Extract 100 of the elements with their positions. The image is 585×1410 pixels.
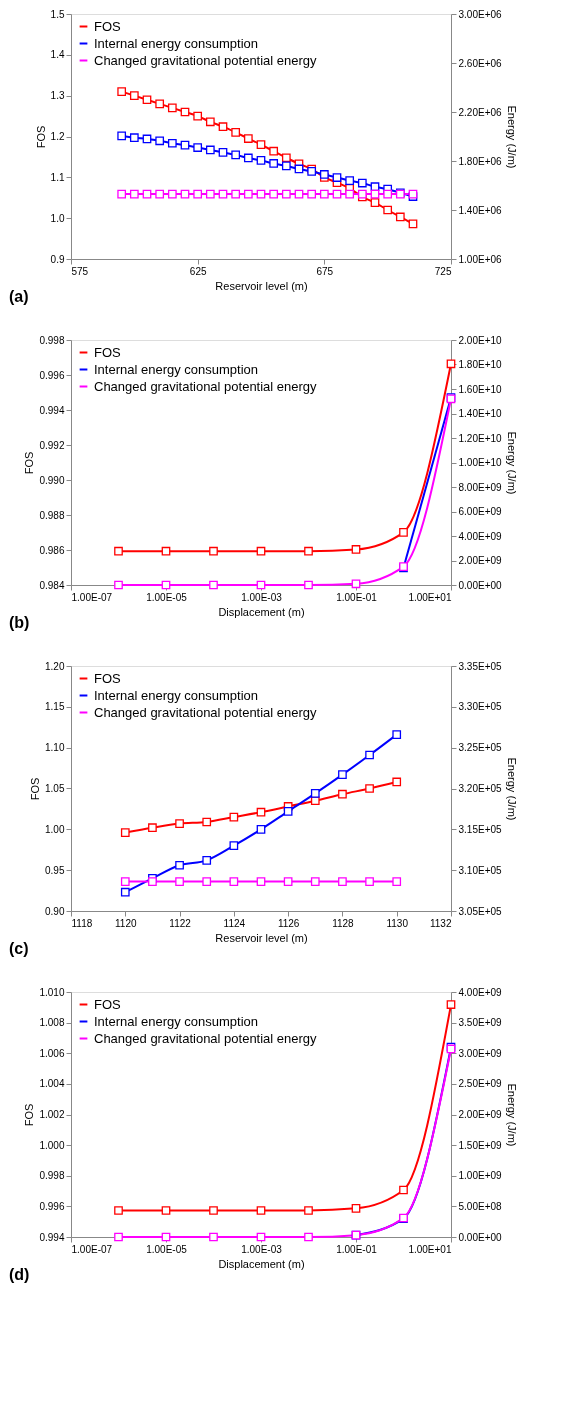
y-tick-label: 0.996	[39, 1200, 65, 1212]
y2-tick-label: 1.00E+10	[458, 457, 503, 468]
y-tick-label: 0.994	[39, 404, 65, 416]
text: (a)	[9, 288, 29, 305]
legend-label: FOS	[94, 344, 122, 360]
y2-tick-label: 3.25E+05	[458, 742, 503, 754]
y2-tick-label: 3.10E+05	[458, 864, 503, 876]
y-tick-label: 0.986	[39, 544, 65, 556]
y-tick-label: 0.988	[39, 509, 65, 521]
x-tick-label: 1.00E-03	[241, 1243, 283, 1255]
y2-tick-label: 2.60E+06	[458, 57, 503, 69]
y2-axis-title: Energy (J/m)	[505, 105, 518, 169]
y2-tick-label: 3.50E+09	[458, 1017, 503, 1029]
y2-tick-label: 2.00E+10	[458, 334, 503, 346]
y-tick-label: 1.00	[45, 823, 65, 835]
y2-tick-label: 1.20E+10	[458, 432, 503, 444]
y2-tick-label: 2.00E+09	[458, 555, 503, 566]
x-tick-label: 1124	[223, 917, 246, 929]
legend-label: FOS	[94, 670, 122, 686]
y2-tick-label: 1.60E+10	[458, 383, 503, 395]
x-axis-title: Displacement (m)	[218, 1257, 305, 1270]
y2-tick-label: 3.20E+05	[458, 783, 503, 794]
y2-tick-label: 1.00E+06	[458, 253, 503, 265]
y-tick-label: 1.20	[45, 660, 65, 672]
x-tick-label: 1.00E-05	[146, 1243, 188, 1255]
x-tick-label: 1.00E-01	[336, 1243, 378, 1255]
y-tick-label: 0.992	[39, 439, 65, 451]
y-tick-label: 0.996	[39, 369, 65, 381]
legend-label: Internal energy consumption	[94, 361, 259, 377]
x-tick-label: 1130	[386, 917, 409, 929]
x-tick-label: 1132	[429, 917, 452, 929]
legend-label: Changed gravitational potential energy	[94, 1030, 318, 1046]
y2-axis-title: Energy (J/m)	[505, 1083, 518, 1147]
y-tick-label: 1.2	[50, 131, 65, 142]
y2-tick-label: 1.00E+09	[458, 1170, 503, 1182]
y2-tick-label: 8.00E+09	[458, 481, 503, 493]
text: (d)	[9, 1266, 30, 1283]
y-tick-label: 0.994	[39, 1231, 65, 1243]
y2-tick-label: 1.50E+09	[458, 1139, 503, 1151]
y-axis-title: FOS	[23, 451, 36, 475]
y-tick-label: 1.008	[39, 1017, 65, 1029]
y2-tick-label: 5.00E+08	[458, 1200, 503, 1212]
y-tick-label: 1.0	[50, 212, 65, 224]
y-tick-label: 0.998	[39, 1170, 65, 1182]
x-tick-label: 1.00E-01	[336, 591, 378, 603]
y2-tick-label: 3.15E+05	[458, 823, 503, 835]
legend-label: Internal energy consumption	[94, 1013, 259, 1029]
text: (b)	[9, 614, 30, 631]
x-tick-label: 1.00E-05	[146, 591, 188, 603]
y2-tick-label: 1.40E+10	[458, 408, 503, 419]
text: (c)	[9, 940, 29, 957]
y-axis-title: FOS	[34, 125, 47, 149]
y-tick-label: 1.006	[39, 1047, 65, 1059]
y2-tick-label: 1.40E+06	[458, 204, 503, 216]
x-tick-label: 1118	[71, 917, 93, 929]
x-axis-title: Displacement (m)	[218, 605, 305, 618]
y2-tick-label: 2.00E+09	[458, 1109, 503, 1120]
y-tick-label: 1.000	[39, 1139, 65, 1151]
y-tick-label: 1.4	[50, 49, 65, 61]
y2-axis-title: Energy (J/m)	[505, 757, 518, 821]
y-tick-label: 0.998	[39, 334, 65, 346]
y-tick-label: 0.984	[39, 579, 65, 591]
x-tick-label: 1122	[169, 917, 192, 929]
y-tick-label: 1.05	[45, 783, 65, 794]
legend-label: Internal energy consumption	[94, 35, 259, 51]
legend-label: FOS	[94, 996, 122, 1012]
y-tick-label: 1.10	[45, 742, 65, 754]
y2-tick-label: 3.05E+05	[458, 905, 503, 917]
x-axis-title: Reservoir level (m)	[215, 931, 308, 944]
x-tick-label: 675	[316, 265, 334, 277]
x-axis-title: Reservoir level (m)	[215, 279, 308, 292]
legend-label: Changed gravitational potential energy	[94, 704, 318, 720]
x-tick-label: 725	[434, 265, 452, 277]
legend-label: Internal energy consumption	[94, 687, 259, 703]
y-tick-label: 1.15	[45, 701, 65, 713]
legend-label: Changed gravitational potential energy	[94, 52, 318, 68]
x-tick-label: 1.00E-03	[241, 591, 283, 603]
y2-tick-label: 3.35E+05	[458, 660, 503, 672]
y2-tick-label: 0.00E+00	[458, 1231, 503, 1243]
y-tick-label: 1.3	[50, 90, 65, 102]
x-tick-label: 625	[189, 265, 207, 277]
y2-tick-label: 4.00E+09	[458, 530, 503, 542]
y-axis-title: FOS	[29, 777, 42, 801]
legend-label: FOS	[94, 18, 122, 34]
y-tick-label: 1.5	[50, 8, 65, 20]
x-tick-label: 1.00E-07	[71, 591, 113, 603]
x-tick-label: 1126	[277, 917, 300, 929]
legend-label: Changed gravitational potential energy	[94, 378, 318, 394]
x-tick-label: 1.00E-07	[71, 1243, 113, 1255]
y2-tick-label: 1.80E+10	[458, 359, 503, 370]
x-tick-label: 575	[71, 265, 89, 277]
y-axis-title: FOS	[23, 1103, 36, 1127]
y-tick-label: 1.004	[39, 1078, 65, 1090]
y-tick-label: 0.95	[45, 864, 65, 876]
x-tick-label: 1128	[332, 917, 355, 929]
y-tick-label: 1.010	[39, 986, 65, 998]
y-tick-label: 0.990	[39, 474, 65, 486]
y2-tick-label: 0.00E+00	[458, 579, 503, 591]
x-tick-label: 1.00E+01	[408, 1243, 452, 1255]
y2-tick-label: 2.50E+09	[458, 1078, 503, 1090]
